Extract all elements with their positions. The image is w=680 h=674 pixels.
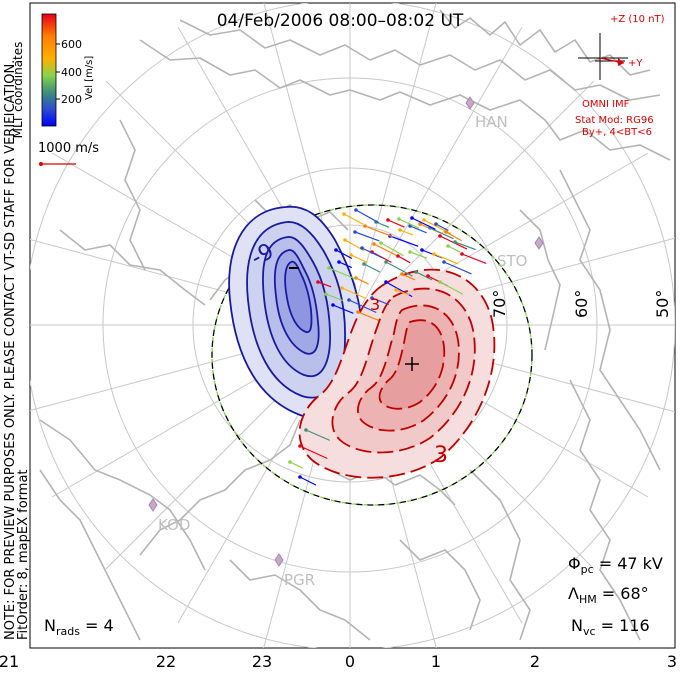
velocity-vectors <box>288 208 487 486</box>
mlt-label-0: 0 <box>345 652 355 671</box>
velocity-vector <box>364 225 394 238</box>
mlt-label-22: 22 <box>156 652 176 671</box>
velocity-vector <box>399 229 414 236</box>
velocity-vector <box>299 445 328 460</box>
velocity-vector <box>289 461 303 469</box>
station-markers <box>148 96 544 567</box>
map-title: 04/Feb/2006 08:00–08:02 UT <box>217 11 464 31</box>
negative-potential-cell <box>228 205 364 419</box>
station-kod-label: KOD <box>158 516 190 534</box>
center-contour-label: 3 <box>370 295 380 314</box>
imf-vector-arrowhead <box>618 58 624 66</box>
velocity-vector <box>350 254 368 264</box>
velocity-vector <box>299 476 317 486</box>
velocity-vector <box>395 289 410 296</box>
positive-contour-label: 3 <box>434 443 448 468</box>
lat-label-70: 70° <box>490 290 509 318</box>
velocity-vector <box>387 219 405 228</box>
positive-potential-cell <box>298 268 496 479</box>
velocity-vector <box>355 277 369 285</box>
velocity-vector <box>385 261 413 277</box>
hm-boundary <box>211 204 533 506</box>
station-sto-label: STO <box>497 252 528 270</box>
mlt-label-3: 3 <box>667 652 677 671</box>
stat-vector-count: Nvc = 116 <box>571 616 650 638</box>
fit-order-note: FitOrder: 8, mapEX format <box>16 469 31 640</box>
velocity-vector <box>380 242 404 257</box>
velocity-vector <box>398 218 420 229</box>
velocity-vector <box>361 247 383 259</box>
velocity-vector <box>447 245 461 253</box>
velocity-vector <box>429 227 454 240</box>
scale-vector-label: 1000 m/s <box>38 141 99 156</box>
velocity-vector <box>415 271 433 281</box>
imf-condition-label: By+, 4<BT<6 <box>582 127 652 138</box>
velocity-vector <box>461 253 487 264</box>
velocity-vector <box>389 235 419 247</box>
station-pgr-label: PGR <box>284 571 315 589</box>
velocity-vector <box>317 281 332 288</box>
velocity-vector <box>454 241 476 251</box>
stat-radar-count: Nrads = 4 <box>44 616 114 638</box>
velocity-vector <box>411 217 436 230</box>
coords-label: MLT coordinates <box>11 42 25 139</box>
velocity-vector <box>435 223 449 232</box>
velocity-vector <box>401 273 415 281</box>
stat-cross-polar-potential: Φpc = 47 kV <box>568 554 663 576</box>
velocity-vector <box>439 281 464 295</box>
velocity-vector <box>373 243 398 257</box>
velocity-vector <box>433 253 459 265</box>
station-kod-marker <box>148 498 158 512</box>
lat-label-50: 50° <box>653 290 672 318</box>
velocity-vector <box>343 213 364 225</box>
station-han-label: HAN <box>475 113 508 131</box>
stat-model-label: Stat Mod: RG96 <box>575 115 654 126</box>
mlt-label-21: 21 <box>0 652 19 671</box>
imf-z-label: +Z (10 nT) <box>610 14 665 25</box>
velocity-vector <box>409 225 427 234</box>
velocity-vector <box>354 231 380 242</box>
station-han-marker <box>465 96 475 110</box>
velocity-vector <box>335 249 353 260</box>
velocity-vector <box>328 267 357 280</box>
velocity-vector <box>371 297 389 306</box>
colorbar-tick-600: 600 <box>61 38 82 51</box>
station-pgr-marker <box>274 553 284 567</box>
velocity-vector <box>445 231 463 242</box>
velocity-vector <box>332 304 354 314</box>
imf-source-label: OMNI IMF <box>582 99 630 110</box>
velocity-vector <box>355 209 379 224</box>
velocity-vector <box>443 261 472 275</box>
velocity-vector <box>409 251 428 259</box>
stat-hm-boundary: ΛHM = 68° <box>568 584 649 606</box>
velocity-vector <box>363 263 381 273</box>
velocity-colorbar <box>41 13 57 127</box>
velocity-vector <box>338 261 353 269</box>
colorbar-tick-200: 200 <box>61 93 82 106</box>
lat-label-60: 60° <box>572 290 591 318</box>
preview-note: NOTE: FOR PREVIEW PURPOSES ONLY. PLEASE … <box>3 60 18 640</box>
velocity-vector <box>305 429 331 441</box>
velocity-vector <box>397 255 411 264</box>
velocity-vector <box>325 293 343 302</box>
mlt-label-2: 2 <box>530 652 540 671</box>
imf-y-label: +Y <box>628 58 643 69</box>
mlt-label-23: 23 <box>252 652 272 671</box>
station-sto-marker <box>534 236 544 250</box>
mlt-label-1: 1 <box>431 652 441 671</box>
colorbar-axis-label: Vel [m/s] <box>84 56 95 100</box>
velocity-vector <box>357 311 379 321</box>
velocity-vector <box>341 287 367 299</box>
colorbar-tick-400: 400 <box>61 66 82 79</box>
velocity-vector <box>348 299 377 314</box>
